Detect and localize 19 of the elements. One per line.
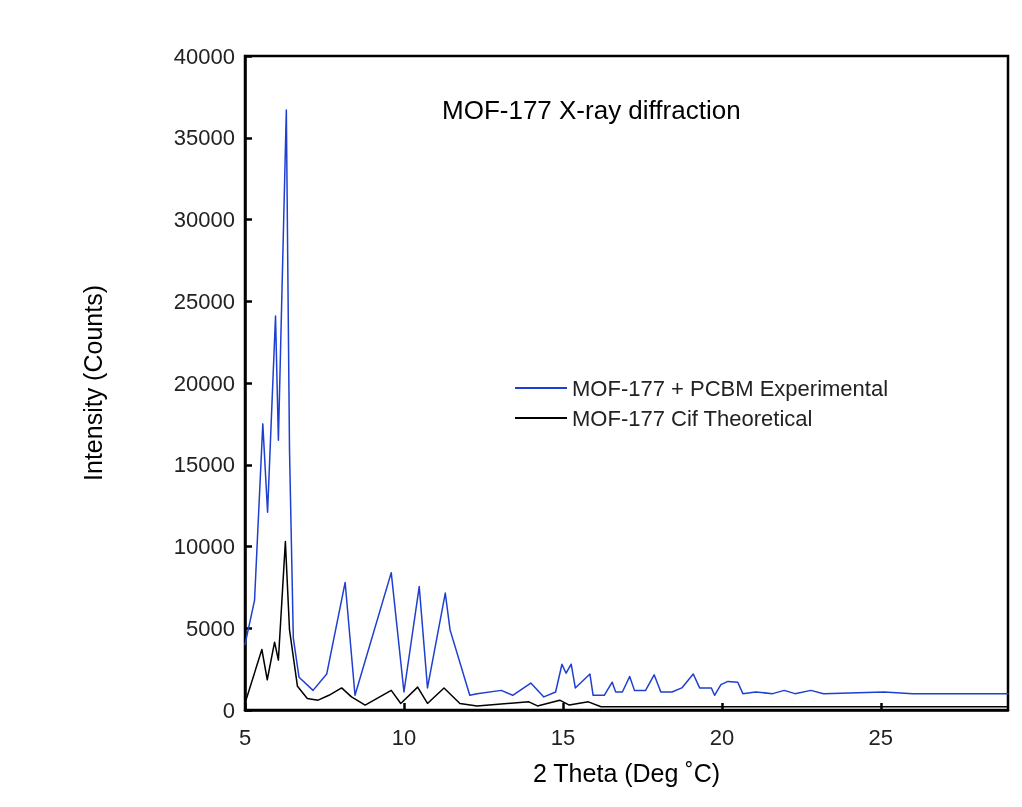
text: MOF-177 X-ray diffraction [442, 95, 741, 125]
x-tick-label: 10 [391, 724, 417, 750]
x-axis-title: 2 Theta (Deg ˚C) [532, 758, 721, 787]
y-tick-label: 0 [222, 697, 235, 723]
y-tick-label: 30000 [173, 207, 235, 232]
x-tick-label: 25 [868, 724, 894, 750]
y-axis-title: Intensity (Counts) [78, 285, 107, 481]
y-tick-label: 25000 [173, 288, 235, 314]
legend-label: MOF-177 Cif Theoretical [572, 405, 813, 431]
x-tick-label: 5 [238, 724, 252, 750]
y-tick-label: 20000 [173, 370, 235, 396]
x-tick-label: 15 [550, 724, 576, 750]
y-tick-label: 15000 [173, 452, 235, 478]
y-tick-label: 35000 [173, 125, 235, 151]
y-tick-label: 10000 [173, 534, 235, 559]
legend-label: MOF-177 + PCBM Experimental [572, 375, 889, 401]
x-tick-label: 20 [709, 724, 735, 750]
y-tick-label: 5000 [186, 615, 235, 641]
y-tick-label: 40000 [173, 43, 235, 69]
